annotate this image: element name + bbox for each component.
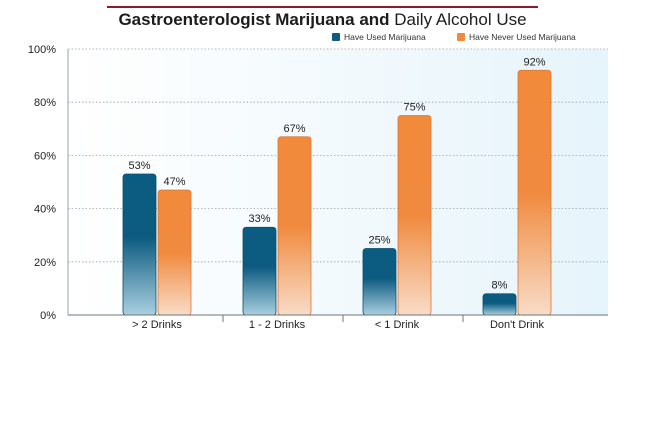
bar-have-used <box>242 226 277 316</box>
y-tick-label: 100% <box>28 44 56 56</box>
bar-never-used <box>397 115 432 316</box>
y-tick-label: 0% <box>40 310 56 322</box>
bar-never-used <box>517 69 552 316</box>
chart-title-bold: Gastroenterologist Marijuana and <box>118 10 390 29</box>
axes: 0% 20% 40% 60% 80% 100% > 2 Drinks 1 - 2 Drinks… <box>28 44 608 331</box>
legend-swatch <box>332 33 340 41</box>
bar-have-used <box>122 173 157 316</box>
gridlines <box>68 48 608 263</box>
data-label: 75% <box>403 102 425 114</box>
bar-have-used <box>362 248 397 316</box>
data-label: 67% <box>283 123 305 135</box>
data-label: 25% <box>368 235 390 247</box>
x-category-label: Don't Drink <box>490 319 545 331</box>
legend-label: Have Never Used Marijuana <box>469 32 576 42</box>
chart-title: Gastroenterologist Marijuana and Daily A… <box>0 10 645 30</box>
legend-swatch <box>457 33 465 41</box>
y-tick-label: 80% <box>34 97 56 109</box>
data-label: 33% <box>248 213 270 225</box>
data-label: 8% <box>492 280 508 292</box>
data-label: 53% <box>128 160 150 172</box>
y-tick-label: 20% <box>34 257 56 269</box>
y-tick-label: 60% <box>34 150 56 162</box>
data-label: 47% <box>163 176 185 188</box>
bar-never-used <box>157 189 192 316</box>
chart-title-regular: Daily Alcohol Use <box>394 10 527 29</box>
title-rule <box>107 6 538 8</box>
legend: Have Used Marijuana Have Never Used Marij… <box>332 32 576 42</box>
x-category-label: < 1 Drink <box>375 319 420 331</box>
bars: 53% 47% 33% 67% 25% 75% 8% 92% <box>122 56 552 316</box>
bar-have-used <box>482 293 517 316</box>
data-label: 92% <box>523 56 545 68</box>
x-category-label: 1 - 2 Drinks <box>249 319 306 331</box>
x-category-label: > 2 Drinks <box>132 319 182 331</box>
legend-label: Have Used Marijuana <box>344 32 426 42</box>
bar-never-used <box>277 136 312 316</box>
y-tick-label: 40% <box>34 204 56 216</box>
